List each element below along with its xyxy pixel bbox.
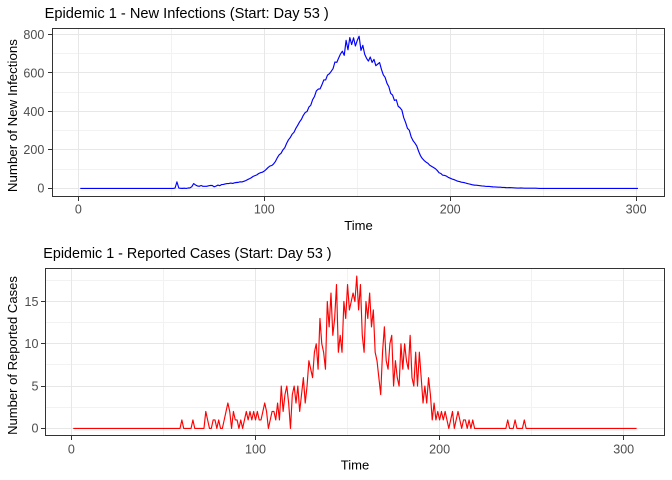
svg-text:0: 0 bbox=[68, 442, 75, 456]
svg-text:0: 0 bbox=[37, 182, 44, 196]
svg-text:Epidemic 1 - Reported Cases (S: Epidemic 1 - Reported Cases (Start: Day … bbox=[43, 246, 331, 262]
svg-text:Number of New Infections: Number of New Infections bbox=[5, 39, 20, 192]
svg-text:10: 10 bbox=[25, 337, 39, 351]
svg-text:300: 300 bbox=[626, 203, 647, 217]
svg-text:200: 200 bbox=[440, 203, 461, 217]
svg-text:Time: Time bbox=[344, 218, 373, 233]
svg-text:600: 600 bbox=[23, 66, 44, 80]
svg-text:200: 200 bbox=[429, 442, 450, 456]
svg-text:Time: Time bbox=[341, 458, 370, 473]
svg-text:0: 0 bbox=[75, 203, 82, 217]
svg-text:200: 200 bbox=[23, 143, 44, 157]
svg-text:300: 300 bbox=[613, 442, 634, 456]
svg-text:15: 15 bbox=[25, 295, 39, 309]
svg-text:100: 100 bbox=[254, 203, 275, 217]
svg-text:Number of Reported Cases: Number of Reported Cases bbox=[5, 276, 20, 435]
svg-text:400: 400 bbox=[23, 105, 44, 119]
svg-text:800: 800 bbox=[23, 28, 44, 42]
svg-text:0: 0 bbox=[32, 422, 39, 436]
svg-text:Epidemic 1 - New Infections (S: Epidemic 1 - New Infections (Start: Day … bbox=[45, 6, 329, 22]
svg-text:5: 5 bbox=[32, 379, 39, 393]
svg-text:100: 100 bbox=[245, 442, 266, 456]
